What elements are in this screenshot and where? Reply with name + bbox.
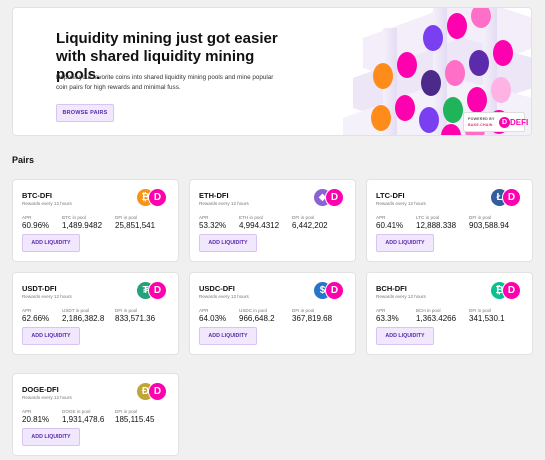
coin-in-pool-value: 12,888.338 [416,221,457,230]
browse-pairs-button[interactable]: BROWSE PAIRS [56,104,114,122]
rewards-text: Rewards every 12 hours [376,294,426,299]
apr-label: APR [22,308,32,313]
dfi-in-pool-value: 25,851,541 [115,221,156,230]
dfi-in-pool-label: DFI in pool [292,308,315,313]
defi-icon: D [502,188,521,207]
defi-icon: D [325,188,344,207]
coin-in-pool-label: BCH in pool [416,308,441,313]
dfi-in-pool-value: 6,442,202 [292,221,328,230]
powered-by-label: POWERED BY [468,117,495,121]
coin-in-pool-value: 1,489.9482 [62,221,103,230]
apr-value: 53.32% [199,221,227,230]
add-liquidity-button[interactable]: ADD LIQUIDITY [199,327,257,345]
coin-in-pool-value: 1,931,478.6 [62,415,105,424]
coin-in-pool-label: USDT in pool [62,308,90,313]
defi-logo-icon: D [499,117,510,128]
rewards-text: Rewards every 12 hours [199,201,249,206]
pair-icons: ₿ D [136,188,176,208]
coin-in-pool-label: USDC in pool [239,308,267,313]
pair-card-bch-dfi: BCH-DFI Rewards every 12 hours ₿ D APR BCH in… [366,272,533,355]
dfi-in-pool-value: 903,588.94 [469,221,510,230]
apr-value: 64.03% [199,314,227,323]
pair-name: BCH-DFI [376,284,407,293]
defi-icon: D [148,382,167,401]
pair-card-eth-dfi: ETH-DFI Rewards every 12 hours ◆ D APR ETH in… [189,179,356,262]
add-liquidity-button[interactable]: ADD LIQUIDITY [376,327,434,345]
coin-in-pool-label: BTC in pool [62,215,87,220]
dfi-in-pool-value: 833,571.36 [115,314,156,323]
defi-icon: D [148,188,167,207]
rewards-text: Rewards every 12 hours [22,294,72,299]
coin-in-pool-label: ETH in pool [239,215,264,220]
pair-name: DOGE-DFI [22,385,59,394]
coin-in-pool-value: 2,186,382.8 [62,314,105,323]
pair-icons: ◆ D [313,188,353,208]
defi-logo-text: DEFI [510,118,529,127]
coin-in-pool-value: 1,363.4266 [416,314,457,323]
defi-icon: D [325,281,344,300]
defi-icon: D [148,281,167,300]
pair-card-doge-dfi: DOGE-DFI Rewards every 12 hours Ð D APR DOGE … [12,373,179,456]
dfi-in-pool-label: DFI in pool [292,215,315,220]
hero-title: Liquidity mining just got easier with sh… [56,30,278,83]
pair-name: USDC-DFI [199,284,235,293]
apr-label: APR [376,308,386,313]
coin-in-pool-value: 966,648.2 [239,314,275,323]
dfi-in-pool-label: DFI in pool [115,409,138,414]
rewards-text: Rewards every 12 hours [199,294,249,299]
add-liquidity-button[interactable]: ADD LIQUIDITY [376,234,434,252]
apr-label: APR [22,215,32,220]
dfi-in-pool-label: DFI in pool [115,215,138,220]
pair-card-ltc-dfi: LTC-DFI Rewards every 12 hours Ł D APR LTC in… [366,179,533,262]
hero-description: Deposit your favorite coins into shared … [56,74,274,91]
apr-value: 63.3% [376,314,399,323]
pair-icons: $ D [313,281,353,301]
section-title: Pairs [12,155,35,165]
apr-label: APR [199,308,209,313]
pair-card-usdt-dfi: USDT-DFI Rewards every 12 hours ₮ D APR USDT … [12,272,179,355]
pair-card-usdc-dfi: USDC-DFI Rewards every 12 hours $ D APR USDC … [189,272,356,355]
pair-name: BTC-DFI [22,191,52,200]
add-liquidity-button[interactable]: ADD LIQUIDITY [22,428,80,446]
pair-icons: ₿ D [490,281,530,301]
add-liquidity-button[interactable]: ADD LIQUIDITY [22,327,80,345]
pair-name: USDT-DFI [22,284,57,293]
coin-in-pool-label: DOGE in pool [62,409,91,414]
dfi-in-pool-value: 367,819.68 [292,314,333,323]
rewards-text: Rewards every 12 hours [376,201,426,206]
hero-banner: Liquidity mining just got easier with sh… [12,7,532,136]
apr-value: 20.81% [22,415,50,424]
apr-label: APR [199,215,209,220]
pair-name: ETH-DFI [199,191,229,200]
pair-icons: ₮ D [136,281,176,301]
bakechain-label: BAKE.CHAIN [468,123,493,127]
apr-label: APR [22,409,32,414]
dfi-in-pool-value: 341,530.1 [469,314,505,323]
dfi-in-pool-label: DFI in pool [469,215,492,220]
coin-in-pool-value: 4,994.4312 [239,221,280,230]
apr-value: 60.41% [376,221,404,230]
apr-value: 62.66% [22,314,50,323]
add-liquidity-button[interactable]: ADD LIQUIDITY [199,234,257,252]
pair-name: LTC-DFI [376,191,405,200]
powered-by-badge: POWERED BY BAKE.CHAIN D DEFI [463,112,529,132]
pair-card-btc-dfi: BTC-DFI Rewards every 12 hours ₿ D APR BTC in… [12,179,179,262]
dfi-in-pool-label: DFI in pool [115,308,138,313]
apr-value: 60.96% [22,221,50,230]
dfi-in-pool-value: 185,115.45 [115,415,155,424]
dfi-in-pool-label: DFI in pool [469,308,492,313]
apr-label: APR [376,215,386,220]
rewards-text: Rewards every 12 hours [22,201,72,206]
defi-icon: D [502,281,521,300]
rewards-text: Rewards every 12 hours [22,395,72,400]
add-liquidity-button[interactable]: ADD LIQUIDITY [22,234,80,252]
coin-in-pool-label: LTC in pool [416,215,440,220]
